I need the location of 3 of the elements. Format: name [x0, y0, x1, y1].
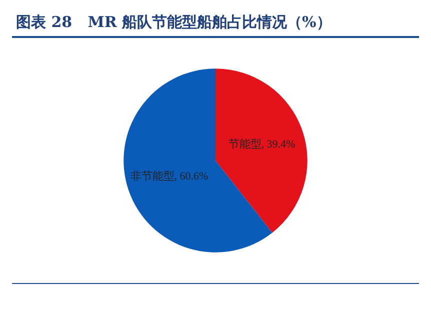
slice-label: 节能型, 39.4% — [228, 138, 296, 151]
chart-title: 图表 28 MR 船队节能型船舶占比情况（%） — [15, 12, 332, 33]
slice-label: 非节能型, 60.6% — [130, 169, 208, 182]
